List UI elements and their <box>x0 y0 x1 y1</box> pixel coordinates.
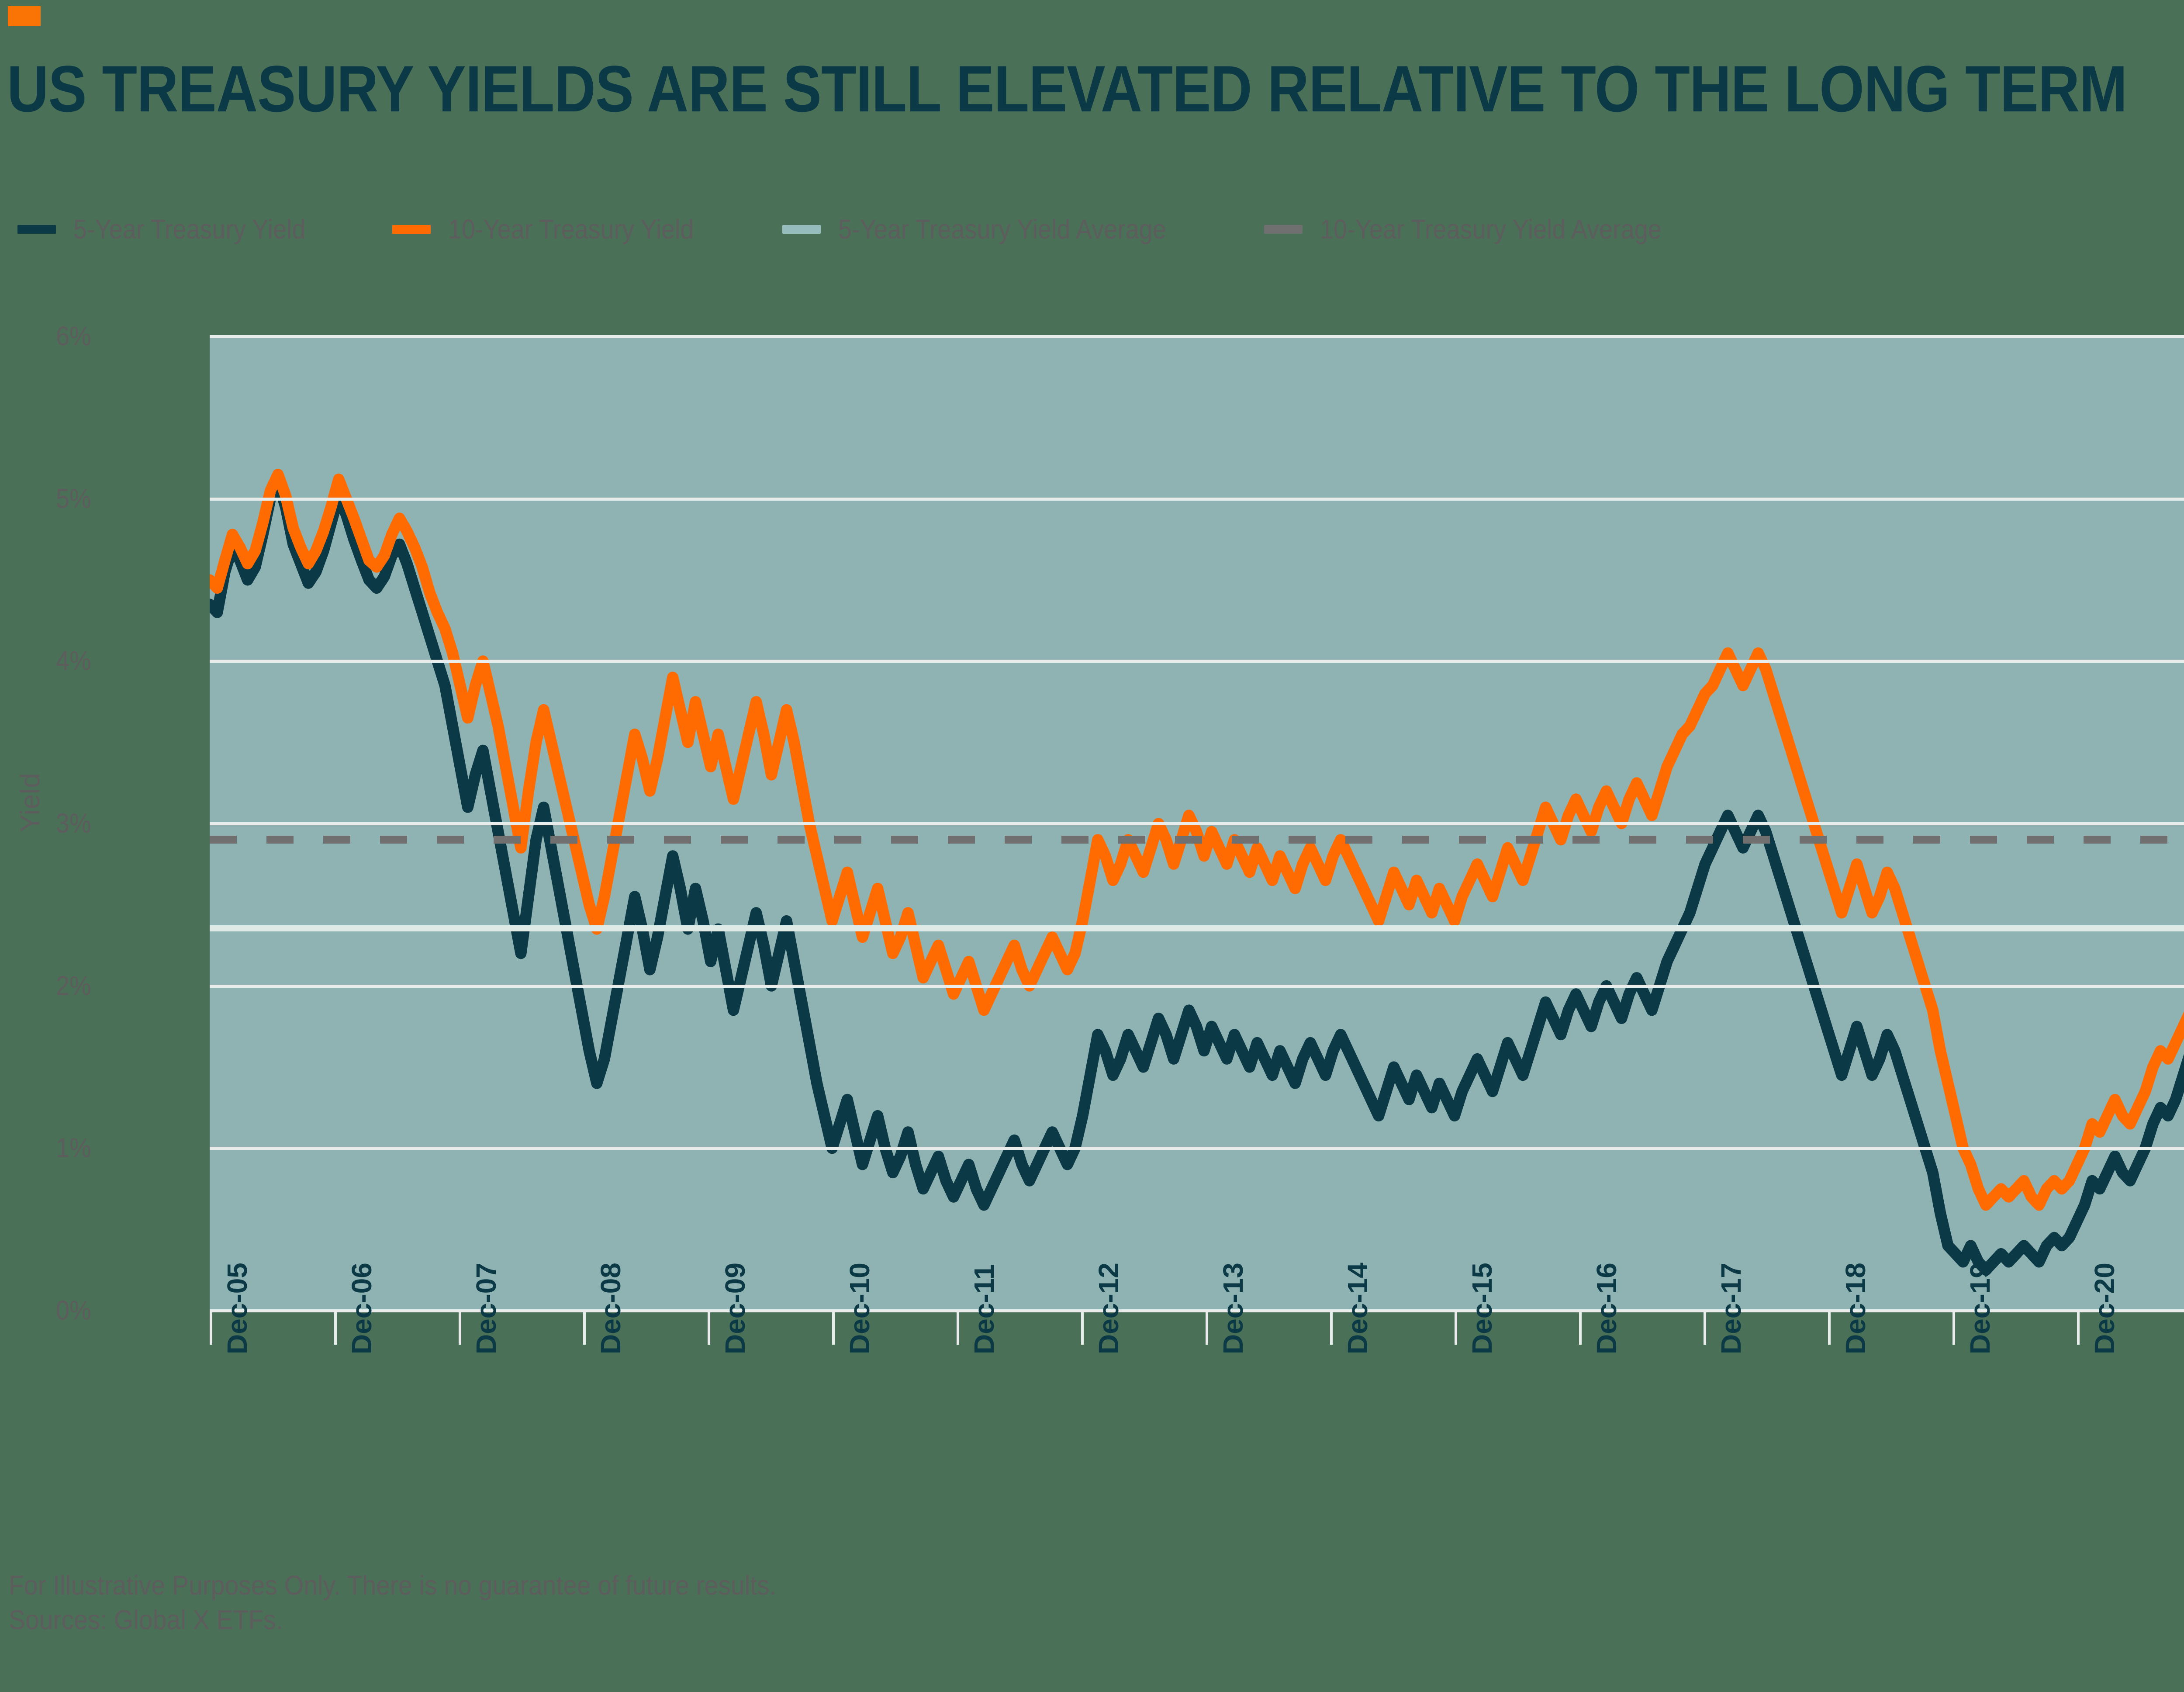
plot-area <box>210 335 2184 1312</box>
x-axis-tick-label: Dec-05 <box>221 1263 253 1354</box>
x-axis-tick-label: Dec-12 <box>1093 1263 1124 1354</box>
x-axis-tick-mark <box>957 1311 959 1345</box>
chart-legend: 5-Year Treasury Yield 10-Year Treasury Y… <box>17 205 2184 253</box>
x-axis-tick-label: Dec-15 <box>1466 1263 1498 1354</box>
x-axis-tick-mark <box>1579 1311 1582 1345</box>
gridline <box>210 984 2184 988</box>
gridline <box>210 335 2184 338</box>
x-axis-tick-mark <box>832 1311 835 1345</box>
x-axis-tick-mark <box>1206 1311 1208 1345</box>
legend-swatch-10y-average <box>1264 225 1303 234</box>
x-axis-tick-label: Dec-08 <box>595 1263 626 1354</box>
y-axis-tick-label: 5% <box>56 484 91 514</box>
x-axis-tick-label: Dec-18 <box>1840 1263 1871 1354</box>
y-axis-tick-label: 1% <box>56 1133 91 1163</box>
x-axis-tick-mark <box>1081 1311 1084 1345</box>
x-axis-tick-mark <box>2077 1311 2080 1345</box>
x-axis-tick-mark <box>708 1311 710 1345</box>
x-axis-tick-mark <box>1330 1311 1333 1345</box>
gridline <box>210 1147 2184 1150</box>
legend-label-5y-average: 5-Year Treasury Yield Average <box>838 214 1167 245</box>
legend-label-10y-average: 10-Year Treasury Yield Average <box>1320 214 1662 245</box>
legend-swatch-5y-average <box>782 225 821 234</box>
y-axis-tick-label: 2% <box>56 971 91 1001</box>
gridline <box>210 1309 2184 1312</box>
legend-swatch-10y-yield <box>392 225 431 234</box>
gridline <box>210 660 2184 663</box>
legend-label-10y-yield: 10-Year Treasury Yield <box>448 214 694 245</box>
x-axis-tick-mark <box>583 1311 586 1345</box>
x-axis-tick-label: Dec-06 <box>346 1263 377 1354</box>
brand-accent-mark <box>8 6 41 26</box>
x-axis-tick-label: Dec-14 <box>1342 1263 1373 1354</box>
reference-line <box>210 836 2184 844</box>
y-axis-title: Yield <box>15 773 45 832</box>
x-axis-tick-label: Dec-07 <box>470 1263 502 1354</box>
series-line <box>210 477 2184 1276</box>
y-axis-tick-label: 3% <box>56 808 91 839</box>
page-title: US TREASURY YIELDS ARE STILL ELEVATED RE… <box>7 52 2127 125</box>
gridline <box>210 822 2184 825</box>
x-axis-tick-label: Dec-11 <box>968 1264 1000 1354</box>
gridline <box>210 497 2184 501</box>
x-axis-tick-label: Dec-13 <box>1217 1263 1249 1354</box>
x-axis-tick-label: Dec-20 <box>2089 1263 2120 1354</box>
legend-item-5y-average[interactable]: 5-Year Treasury Yield Average <box>782 214 1203 245</box>
reference-line <box>210 925 2184 931</box>
x-axis-tick-mark <box>334 1311 337 1345</box>
x-axis-tick-mark <box>1952 1311 1955 1345</box>
x-axis-tick-label: Dec-17 <box>1715 1263 1747 1354</box>
legend-item-5y-yield[interactable]: 5-Year Treasury Yield <box>17 214 331 245</box>
x-axis-tick-mark <box>459 1311 461 1345</box>
x-axis-tick-mark <box>1828 1311 1831 1345</box>
x-axis-tick-mark <box>1704 1311 1706 1345</box>
footnote-line-1: For Illustrative Purposes Only. There is… <box>9 1571 777 1601</box>
legend-item-10y-yield[interactable]: 10-Year Treasury Yield <box>392 214 721 245</box>
legend-swatch-5y-yield <box>17 225 56 234</box>
y-axis-tick-label: 4% <box>56 646 91 676</box>
x-axis-tick-label: Dec-19 <box>1964 1263 1996 1354</box>
x-axis-tick-mark <box>210 1311 212 1345</box>
x-axis-tick-label: Dec-09 <box>719 1263 751 1354</box>
x-axis-tick-label: Dec-10 <box>844 1263 875 1354</box>
footnote: For Illustrative Purposes Only. There is… <box>9 1568 776 1638</box>
y-axis-tick-label: 6% <box>56 321 91 352</box>
x-axis-tick-label: Dec-16 <box>1591 1263 1622 1354</box>
x-axis-tick-mark <box>1455 1311 1457 1345</box>
series-line <box>210 468 2184 1211</box>
legend-label-5y-yield: 5-Year Treasury Yield <box>73 214 306 245</box>
y-axis-tick-label: 0% <box>56 1295 91 1326</box>
footnote-line-2: Sources: Global X ETFs. <box>9 1605 283 1636</box>
legend-item-10y-average[interactable]: 10-Year Treasury Yield Average <box>1264 214 1700 245</box>
series-lines <box>210 468 2184 1276</box>
